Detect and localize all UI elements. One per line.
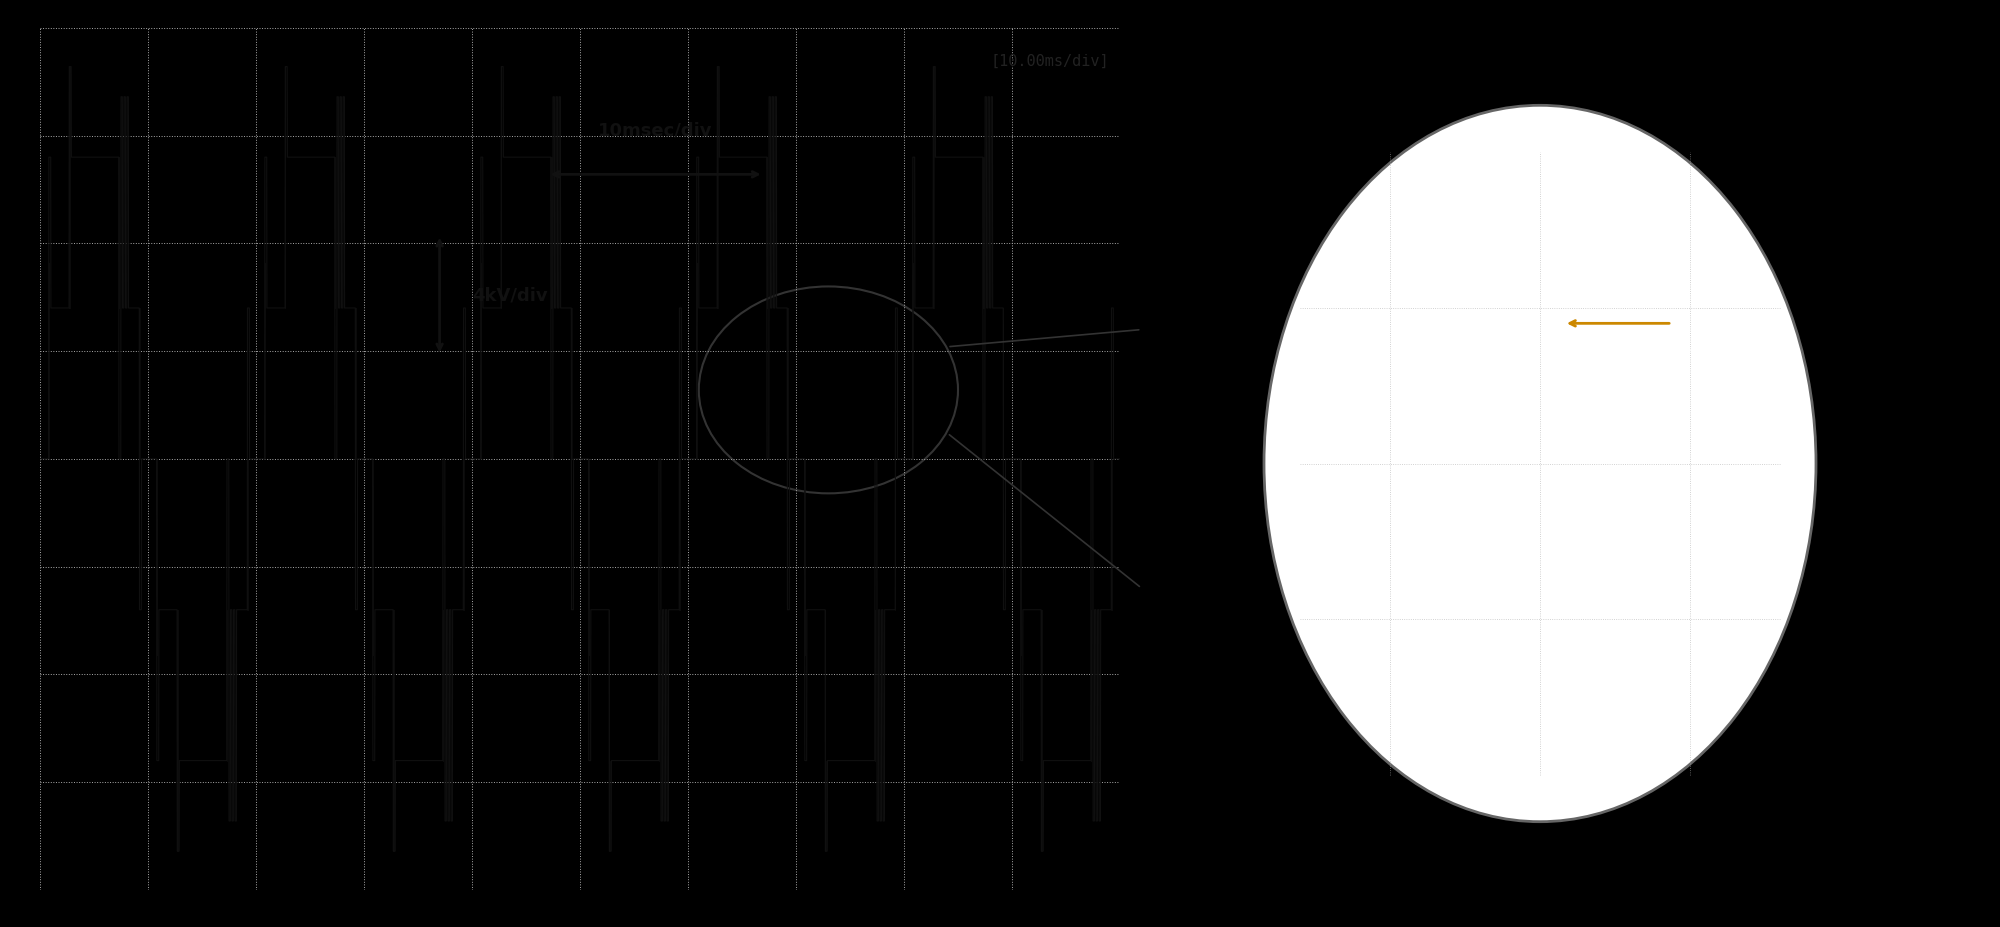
Text: Above: Above [1690,339,1738,354]
Text: 4kV/div: 4kV/div [472,286,548,304]
Text: Nomin: Nomin [1690,394,1740,409]
Text: Chan: Chan [1690,449,1730,464]
Text: Spike: Spike [1690,285,1732,299]
Text: 10msec/div: 10msec/div [598,121,712,140]
Text: [10.00ms/div]: [10.00ms/div] [990,54,1110,69]
Circle shape [1264,106,1816,821]
